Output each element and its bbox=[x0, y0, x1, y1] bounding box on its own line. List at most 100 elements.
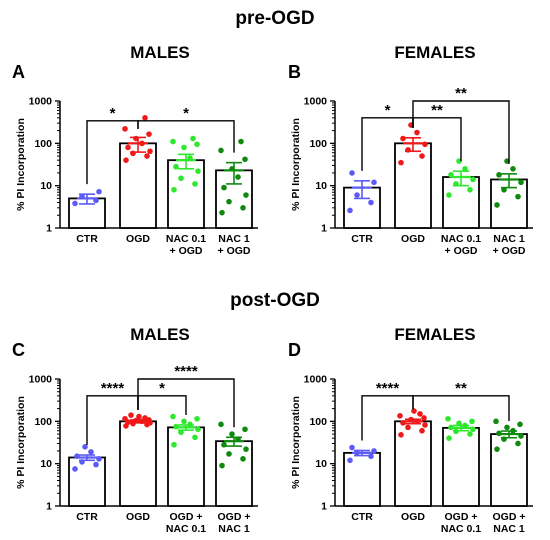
data-point bbox=[82, 444, 88, 450]
data-point bbox=[470, 176, 476, 183]
significance-label: **** bbox=[174, 363, 198, 380]
x-tick-label: + OGD bbox=[218, 245, 251, 257]
panel-b: B FEMALES % PI Incorporation 1 10 100 1000 CTR O… bbox=[288, 43, 533, 257]
data-point bbox=[128, 412, 134, 418]
data-point bbox=[242, 156, 248, 163]
data-point bbox=[504, 424, 510, 431]
data-point bbox=[242, 426, 248, 433]
data-point bbox=[192, 181, 198, 187]
data-point bbox=[123, 157, 129, 163]
data-point bbox=[470, 426, 476, 433]
data-point bbox=[178, 175, 184, 182]
data-point bbox=[240, 456, 246, 462]
data-point bbox=[510, 166, 516, 172]
data-point bbox=[354, 192, 360, 198]
x-tick-label: NAC 0.1 bbox=[166, 233, 206, 245]
y-tick-label: 1 bbox=[321, 223, 327, 235]
data-point bbox=[469, 418, 475, 425]
data-point bbox=[181, 418, 187, 425]
panel-letter: C bbox=[12, 340, 25, 360]
data-point bbox=[194, 415, 200, 422]
x-tick-label: NAC 0.1 bbox=[441, 233, 481, 245]
data-point bbox=[501, 436, 507, 442]
data-point bbox=[419, 427, 425, 434]
y-tick-label: 1000 bbox=[29, 374, 53, 386]
panel-title: FEMALES bbox=[394, 325, 475, 344]
data-point bbox=[195, 168, 201, 174]
significance-label: * bbox=[110, 105, 116, 122]
data-point bbox=[139, 140, 145, 147]
x-tick-label: + OGD bbox=[445, 245, 478, 257]
data-point bbox=[171, 186, 177, 193]
x-tick-label: NAC 0.1 bbox=[441, 523, 481, 535]
data-point bbox=[235, 436, 241, 442]
data-point bbox=[130, 150, 136, 157]
data-point bbox=[414, 129, 420, 136]
data-point bbox=[515, 193, 521, 200]
y-tick-label: 1000 bbox=[304, 374, 328, 386]
data-point bbox=[170, 413, 176, 420]
data-point bbox=[133, 135, 139, 142]
bar bbox=[215, 440, 253, 507]
data-point bbox=[243, 192, 249, 198]
x-tick-label: OGD bbox=[126, 233, 150, 245]
significance-label: * bbox=[385, 102, 391, 119]
data-point bbox=[190, 135, 196, 142]
data-point bbox=[467, 431, 473, 437]
significance-bracket bbox=[137, 395, 187, 415]
data-point bbox=[462, 166, 468, 172]
data-point bbox=[72, 466, 78, 472]
data-point bbox=[494, 446, 500, 452]
data-point bbox=[192, 434, 198, 441]
significance-label: **** bbox=[376, 380, 400, 397]
x-tick-label: CTR bbox=[76, 511, 98, 523]
data-point bbox=[122, 415, 128, 422]
significance-bracket bbox=[137, 378, 235, 428]
data-point bbox=[405, 147, 411, 153]
y-tick-label: 10 bbox=[40, 180, 52, 192]
y-tick-label: 100 bbox=[34, 416, 52, 428]
x-tick-label: OGD bbox=[401, 233, 425, 245]
y-tick-label: 1000 bbox=[29, 96, 53, 108]
panel-title: FEMALES bbox=[394, 43, 475, 62]
panel-a: A MALES % PI Incorporation 1 10 100 1000 CTR OGD… bbox=[12, 43, 258, 257]
data-point bbox=[518, 433, 524, 439]
data-point bbox=[229, 166, 235, 172]
data-point bbox=[93, 197, 99, 204]
y-tick-label: 10 bbox=[315, 180, 327, 192]
data-point bbox=[79, 193, 85, 200]
data-point bbox=[405, 424, 411, 431]
x-tick-label: CTR bbox=[351, 511, 373, 523]
data-point bbox=[354, 450, 360, 456]
x-tick-label: NAC 0.1 bbox=[166, 523, 206, 535]
data-point bbox=[456, 420, 462, 427]
data-point bbox=[74, 453, 80, 460]
data-point bbox=[88, 449, 94, 455]
significance-label: * bbox=[159, 380, 165, 397]
x-tick-label: CTR bbox=[76, 233, 98, 245]
data-point bbox=[501, 186, 507, 193]
x-tick-label: OGD + bbox=[445, 511, 478, 523]
significance-label: ** bbox=[455, 85, 467, 102]
y-tick-label: 1 bbox=[46, 223, 52, 235]
data-point bbox=[93, 461, 99, 468]
data-point bbox=[421, 415, 427, 421]
data-point bbox=[226, 198, 232, 205]
significance-bracket bbox=[137, 120, 235, 153]
data-point bbox=[446, 192, 452, 198]
data-point bbox=[238, 138, 244, 145]
data-point bbox=[448, 172, 454, 178]
data-point bbox=[235, 174, 241, 180]
data-point bbox=[146, 131, 152, 137]
data-point bbox=[368, 199, 374, 206]
data-point bbox=[371, 179, 377, 186]
significance-bracket bbox=[412, 100, 510, 164]
y-tick-label: 100 bbox=[309, 416, 327, 428]
data-point bbox=[96, 456, 102, 462]
data-point bbox=[218, 147, 224, 154]
panel-c: C MALES % PI Incorporation 1 10 100 1000 CTR OGD… bbox=[12, 325, 258, 535]
data-point bbox=[398, 432, 404, 438]
data-point bbox=[144, 153, 150, 159]
x-tick-label: + OGD bbox=[493, 245, 526, 257]
